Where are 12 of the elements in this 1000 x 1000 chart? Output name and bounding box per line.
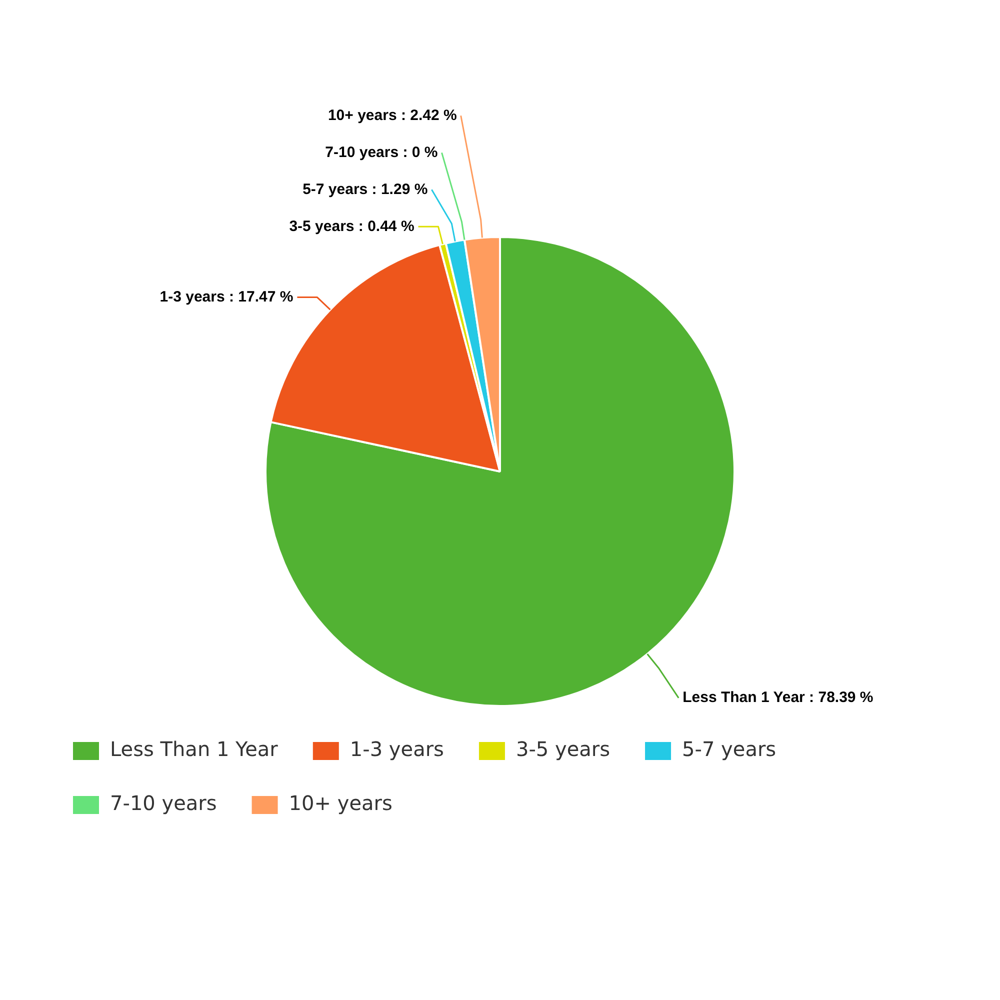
data-label: Less Than 1 Year : 78.39 %: [682, 689, 874, 706]
data-label: 3-5 years : 0.44 %: [289, 218, 414, 235]
data-label: 1-3 years : 17.47 %: [160, 288, 294, 306]
data-label: 5-7 years : 1.29 %: [302, 180, 428, 198]
legend-label: Less Than 1 Year: [110, 737, 279, 762]
legend-label: 10+ years: [288, 791, 392, 816]
legend-label: 7-10 years: [110, 791, 217, 816]
text: 7-10 years : 0 %: [325, 144, 438, 161]
legend-label: 3-5 years: [516, 737, 610, 762]
legend-label: 1-3 years: [350, 737, 444, 762]
legend-label: 5-7 years: [682, 737, 776, 762]
data-label: 10+ years : 2.42 %: [328, 106, 457, 124]
